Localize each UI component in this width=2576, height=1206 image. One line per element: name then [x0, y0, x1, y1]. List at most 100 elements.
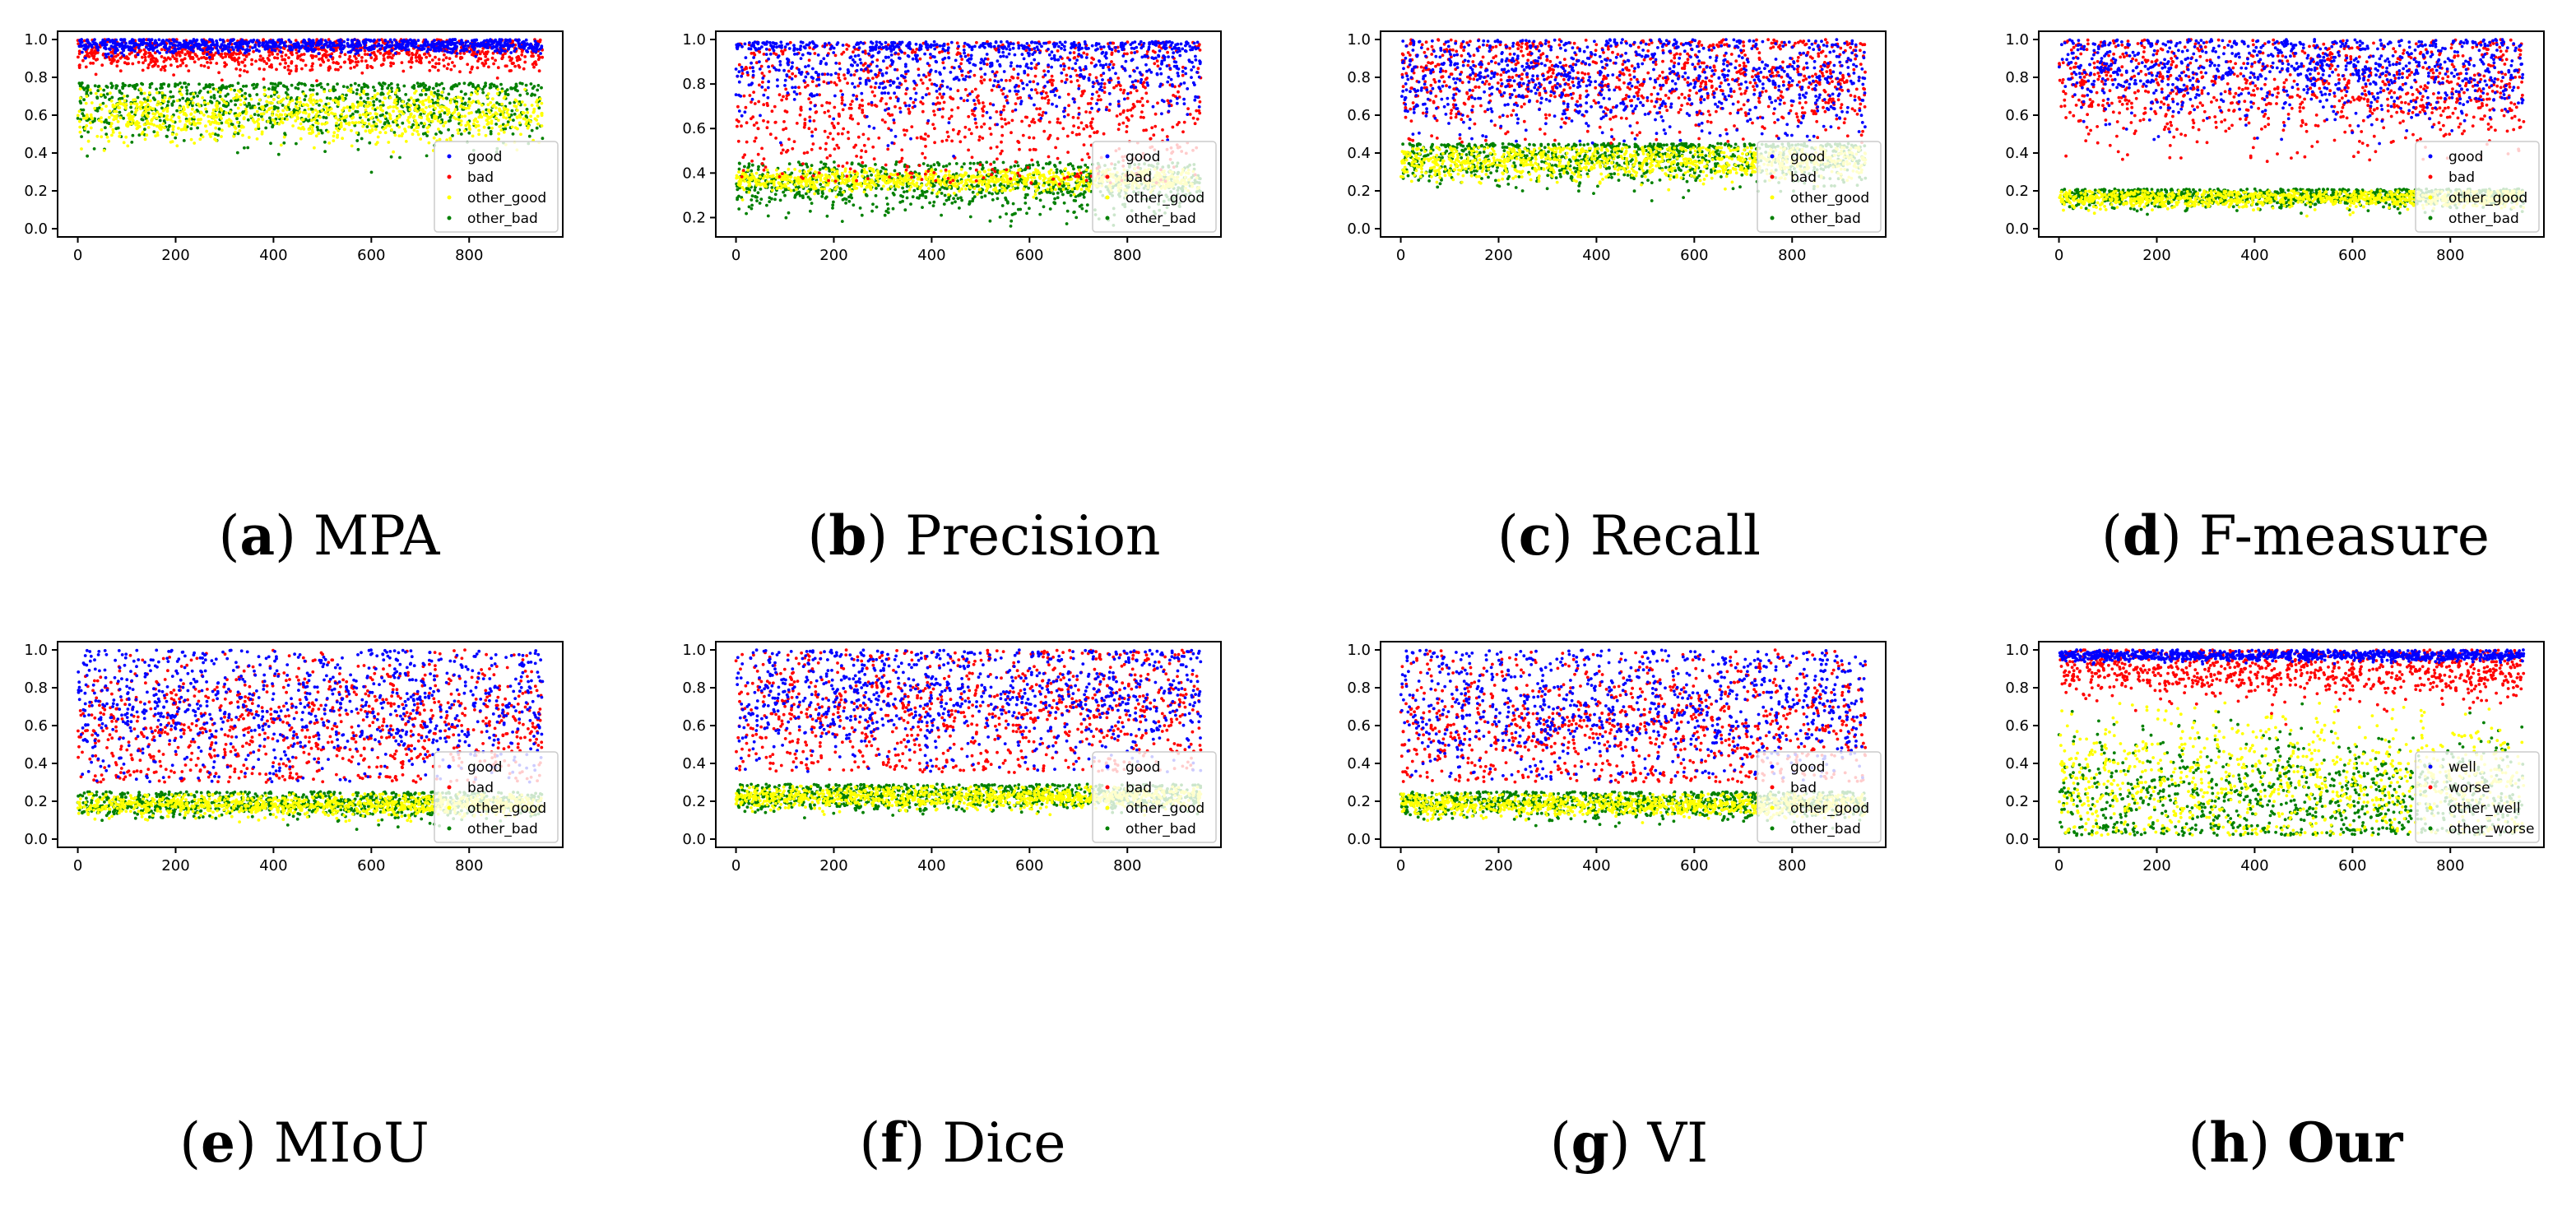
data-point: [865, 193, 868, 197]
data-point: [427, 48, 430, 51]
data-point: [436, 104, 439, 107]
data-point: [83, 88, 86, 91]
data-point: [940, 214, 943, 217]
data-point: [200, 56, 203, 59]
data-point: [530, 54, 533, 58]
data-point: [323, 104, 326, 108]
data-point: [489, 38, 492, 41]
data-point: [779, 199, 782, 202]
data-point: [309, 101, 313, 104]
data-point: [451, 134, 454, 137]
data-point: [197, 91, 201, 95]
data-point: [428, 69, 431, 72]
data-point: [531, 93, 534, 96]
data-point: [516, 59, 519, 63]
data-point: [1061, 193, 1065, 197]
data-point: [149, 83, 152, 86]
data-point: [857, 163, 861, 166]
data-point: [466, 121, 470, 124]
data-point: [512, 118, 515, 122]
data-point: [137, 53, 140, 57]
data-point: [147, 126, 151, 129]
data-point: [448, 93, 451, 96]
data-point: [196, 127, 199, 130]
data-point: [265, 62, 268, 65]
data-point: [188, 122, 192, 125]
data-point: [234, 67, 238, 71]
data-point: [389, 64, 392, 67]
data-point: [466, 44, 470, 48]
data-point: [230, 46, 234, 49]
data-point: [81, 81, 84, 85]
data-point: [211, 83, 215, 86]
data-point: [230, 39, 233, 42]
data-point: [291, 124, 295, 128]
data-point: [390, 128, 393, 132]
data-point: [327, 67, 331, 70]
data-point: [282, 84, 285, 87]
data-point: [1037, 183, 1041, 186]
data-point: [405, 140, 408, 143]
data-point: [220, 79, 224, 82]
data-point: [78, 126, 81, 129]
data-point: [530, 82, 533, 86]
data-point: [166, 104, 169, 107]
data-point: [235, 117, 239, 120]
data-point: [369, 56, 373, 59]
data-point: [407, 121, 411, 124]
data-point: [933, 163, 936, 166]
data-point: [437, 128, 440, 131]
data-point: [801, 194, 805, 197]
data-point: [446, 67, 449, 70]
data-point: [217, 51, 220, 54]
data-point: [483, 126, 486, 129]
data-point: [128, 49, 131, 52]
data-point: [162, 123, 165, 126]
data-point: [512, 44, 515, 47]
data-point: [85, 66, 88, 69]
data-point: [179, 88, 182, 91]
data-point: [148, 49, 151, 52]
data-point: [202, 114, 206, 117]
data-point: [120, 44, 123, 47]
data-point: [328, 44, 332, 48]
data-point: [243, 101, 246, 104]
data-point: [377, 136, 380, 139]
data-point: [308, 113, 311, 116]
data-point: [245, 42, 248, 45]
data-point: [422, 132, 425, 136]
data-point: [88, 42, 91, 45]
data-point: [293, 109, 296, 112]
data-point: [240, 61, 244, 64]
data-point: [169, 45, 172, 49]
data-point: [494, 117, 498, 120]
data-point: [1080, 188, 1084, 191]
data-point: [190, 97, 193, 100]
data-point: [185, 103, 188, 106]
data-point: [754, 188, 757, 192]
data-point: [972, 197, 975, 201]
data-point: [922, 162, 926, 165]
data-point: [416, 81, 420, 85]
data-point: [494, 59, 497, 63]
data-point: [318, 58, 321, 61]
data-point: [991, 192, 994, 196]
data-point: [308, 108, 311, 111]
data-point: [144, 100, 147, 104]
data-point: [347, 122, 350, 125]
data-point: [151, 107, 155, 110]
data-point: [427, 98, 430, 101]
data-point: [322, 54, 325, 58]
y-tick-label: 0.8: [24, 69, 48, 86]
data-point: [501, 49, 504, 53]
data-point: [493, 84, 496, 87]
data-point: [316, 100, 319, 103]
data-point: [272, 118, 275, 122]
data-point: [318, 116, 322, 119]
data-point: [504, 124, 507, 128]
data-point: [921, 192, 924, 196]
data-point: [152, 123, 155, 127]
data-point: [400, 104, 403, 108]
data-point: [893, 193, 896, 197]
data-point: [363, 40, 366, 44]
